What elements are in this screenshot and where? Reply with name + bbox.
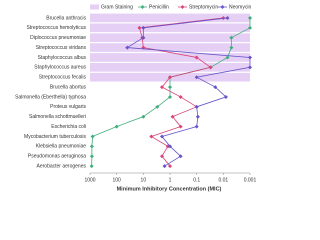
point: [194, 55, 199, 60]
point: [225, 15, 230, 20]
point: [168, 85, 172, 90]
point: [149, 134, 154, 139]
legend-label: Neomycin: [229, 4, 251, 10]
point: [248, 15, 252, 20]
x-tick-label: 100: [112, 177, 121, 183]
point: [178, 154, 183, 159]
point: [137, 25, 142, 30]
point: [168, 94, 172, 99]
point: [194, 75, 199, 80]
y-tick-label: Aerobacter aerogenes: [37, 163, 87, 169]
y-tick-label: Escherichia coli: [51, 124, 86, 130]
point: [125, 45, 130, 50]
point: [225, 55, 230, 60]
point: [213, 85, 218, 90]
x-tick-label: 0.01: [218, 177, 228, 183]
point: [178, 124, 183, 129]
point: [159, 85, 164, 90]
legend-label: Gram Staining: [101, 4, 133, 10]
point: [170, 114, 175, 119]
point: [114, 124, 119, 129]
highlight-row: [90, 23, 250, 33]
y-tick-label: Streptococcus fecalis: [39, 75, 87, 81]
point: [162, 164, 167, 169]
x-axis-title: Minimum Inhibitory Concentration (MIC): [117, 186, 222, 192]
point: [168, 144, 172, 149]
point: [89, 144, 94, 149]
y-tick-label: Klebsiella pneumoniae: [36, 144, 87, 150]
series-line: [126, 17, 251, 167]
legend-marker: [220, 5, 225, 9]
x-tick-label: 10: [141, 177, 147, 183]
point: [141, 25, 146, 30]
highlight-row: [90, 43, 250, 52]
point: [223, 94, 228, 99]
point: [159, 154, 164, 159]
series-line: [91, 17, 251, 167]
point: [168, 164, 172, 169]
highlight-row: [90, 33, 250, 43]
chart: Minimum Inhibitory Concentration (MIC) 1…: [15, 4, 257, 192]
point: [248, 65, 252, 70]
point: [178, 94, 183, 99]
point: [89, 164, 94, 169]
legend-label: Penicillin: [149, 4, 169, 10]
point: [248, 55, 252, 60]
x-tick-label: 1: [169, 177, 172, 183]
point: [90, 134, 95, 139]
point: [141, 35, 146, 40]
point: [248, 25, 252, 30]
y-tick-label: Staphylococcus albus: [38, 55, 87, 61]
point: [208, 65, 213, 70]
series-line: [138, 17, 224, 167]
y-tick-label: Brucella anthracis: [46, 15, 86, 21]
point: [229, 45, 234, 50]
point: [229, 35, 234, 40]
x-tick-label: 0.1: [193, 177, 200, 183]
legend-marker: [180, 5, 185, 9]
highlight-row: [90, 13, 250, 23]
y-tick-label: Salmonella schottmuelleri: [29, 114, 86, 120]
y-tick-label: Proteus vulgaris: [50, 104, 86, 110]
y-tick-label: Pseudomonas aeruginosa: [28, 154, 86, 160]
point: [155, 104, 160, 109]
point: [194, 124, 199, 129]
point: [159, 134, 164, 139]
point: [194, 104, 199, 109]
y-tick-label: Staphylococcus aureus: [34, 65, 86, 71]
point: [195, 114, 200, 119]
x-tick-label: 0.001: [244, 177, 257, 183]
y-tick-label: Mycobacterium tuberculosis: [24, 134, 86, 140]
legend-label: Streptomycin: [189, 4, 218, 10]
y-tick-label: Diplococcus pneumoniae: [30, 35, 86, 41]
point: [89, 154, 94, 159]
point: [168, 75, 172, 80]
point: [141, 114, 146, 119]
x-tick-label: 1000: [84, 177, 95, 183]
y-tick-label: Streptococcus hemolyticus: [27, 25, 87, 31]
highlight-row: [90, 62, 250, 72]
y-tick-label: Salmonella (Eberthella) typhosa: [15, 94, 86, 100]
y-tick-label: Streptococcus viridans: [36, 45, 87, 51]
highlight-row: [90, 53, 250, 62]
y-tick-label: Brucella abortus: [50, 84, 87, 90]
legend-swatch: [90, 4, 99, 10]
legend-marker: [140, 5, 145, 9]
